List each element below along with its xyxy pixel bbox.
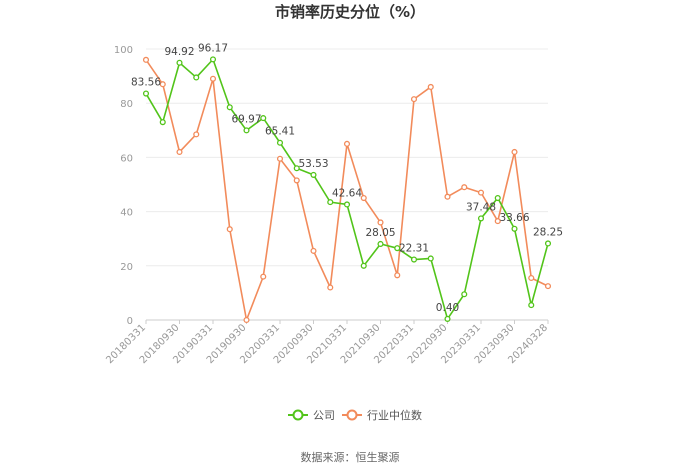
data-label: 0.40 xyxy=(436,302,459,314)
data-point-industry[interactable] xyxy=(394,272,401,279)
legend-marker-company xyxy=(292,409,304,421)
data-point-industry[interactable] xyxy=(293,177,300,184)
data-point-company[interactable] xyxy=(293,165,300,172)
grid xyxy=(146,48,548,321)
data-point-industry[interactable] xyxy=(427,83,434,90)
data-label: 65.41 xyxy=(265,126,295,138)
data-point-industry[interactable] xyxy=(209,75,217,82)
legend-label-company: 公司 xyxy=(313,409,335,422)
data-label: 83.56 xyxy=(131,77,161,89)
data-point-company[interactable] xyxy=(193,74,200,81)
legend-item-company[interactable]: 公司 xyxy=(288,409,335,422)
data-point-industry[interactable] xyxy=(327,284,334,291)
y-axis: 0 20 40 60 80 100 xyxy=(114,45,133,327)
data-point-industry[interactable] xyxy=(243,316,250,324)
y-tick-label: 80 xyxy=(120,99,133,110)
y-tick-label: 0 xyxy=(127,316,133,327)
data-point-industry[interactable] xyxy=(276,155,284,162)
data-point-industry[interactable] xyxy=(226,226,233,233)
data-point-company[interactable] xyxy=(276,139,284,146)
data-point-company[interactable] xyxy=(327,199,334,206)
data-point-company[interactable] xyxy=(544,240,552,247)
data-point-company[interactable] xyxy=(209,56,217,63)
data-point-company[interactable] xyxy=(176,59,183,66)
data-point-company[interactable] xyxy=(159,119,166,126)
data-label: 94.92 xyxy=(164,46,194,58)
series-company xyxy=(142,56,552,322)
data-label: 28.25 xyxy=(533,226,563,238)
data-label: 22.31 xyxy=(399,243,429,255)
data-point-company[interactable] xyxy=(477,215,485,222)
data-point-company[interactable] xyxy=(427,255,434,262)
x-axis: 2018033120180930201903312019093020200331… xyxy=(104,320,550,366)
data-label: 96.17 xyxy=(198,42,228,54)
data-point-industry[interactable] xyxy=(360,195,367,202)
data-point-industry[interactable] xyxy=(142,56,150,63)
y-tick-label: 20 xyxy=(120,262,133,273)
data-label: 53.53 xyxy=(298,158,328,170)
data-point-company[interactable] xyxy=(310,171,317,178)
chart-title: 市销率历史分位（%） xyxy=(275,3,425,21)
data-point-industry[interactable] xyxy=(193,131,200,138)
legend-label-industry: 行业中位数 xyxy=(367,408,422,422)
data-point-company[interactable] xyxy=(343,201,351,208)
data-point-company[interactable] xyxy=(142,90,150,97)
data-point-company[interactable] xyxy=(377,240,384,248)
y-tick-label: 100 xyxy=(114,45,133,56)
data-point-company[interactable] xyxy=(260,115,267,122)
data-label: 28.05 xyxy=(365,227,395,239)
data-point-industry[interactable] xyxy=(310,247,317,254)
data-point-company[interactable] xyxy=(360,262,367,269)
data-point-industry[interactable] xyxy=(528,274,535,282)
series-industry xyxy=(142,56,552,324)
data-point-company[interactable] xyxy=(511,225,518,232)
data-point-industry[interactable] xyxy=(377,219,384,226)
data-point-company[interactable] xyxy=(444,315,451,322)
data-point-industry[interactable] xyxy=(343,140,351,147)
data-point-company[interactable] xyxy=(410,256,418,263)
data-label: 42.64 xyxy=(332,187,362,199)
data-label: 33.66 xyxy=(499,212,529,224)
y-tick-label: 60 xyxy=(120,153,133,164)
data-point-industry[interactable] xyxy=(410,96,418,103)
data-point-industry[interactable] xyxy=(461,184,468,191)
data-point-industry[interactable] xyxy=(494,218,501,225)
data-point-industry[interactable] xyxy=(176,148,183,156)
data-point-industry[interactable] xyxy=(477,189,485,196)
data-labels: 83.56 94.92 96.17 69.97 65.41 53.53 42.64 28.05… xyxy=(131,42,563,314)
data-point-industry[interactable] xyxy=(444,193,451,200)
data-point-company[interactable] xyxy=(528,302,535,309)
data-point-industry[interactable] xyxy=(511,148,518,156)
y-tick-label: 40 xyxy=(120,208,133,219)
data-point-company[interactable] xyxy=(394,245,401,252)
source-note: 数据来源：恒生聚源 xyxy=(301,450,400,464)
legend-marker-industry xyxy=(346,409,358,421)
data-label: 37.48 xyxy=(466,201,496,213)
data-point-company[interactable] xyxy=(494,195,501,202)
data-label: 69.97 xyxy=(231,113,261,125)
data-point-industry[interactable] xyxy=(544,283,552,290)
data-point-industry[interactable] xyxy=(159,81,166,88)
data-point-company[interactable] xyxy=(461,291,468,298)
data-point-company[interactable] xyxy=(226,104,233,111)
data-point-industry[interactable] xyxy=(260,273,267,280)
legend: 公司 行业中位数 xyxy=(288,408,422,422)
legend-item-industry[interactable]: 行业中位数 xyxy=(342,408,422,422)
data-point-company[interactable] xyxy=(243,127,250,134)
